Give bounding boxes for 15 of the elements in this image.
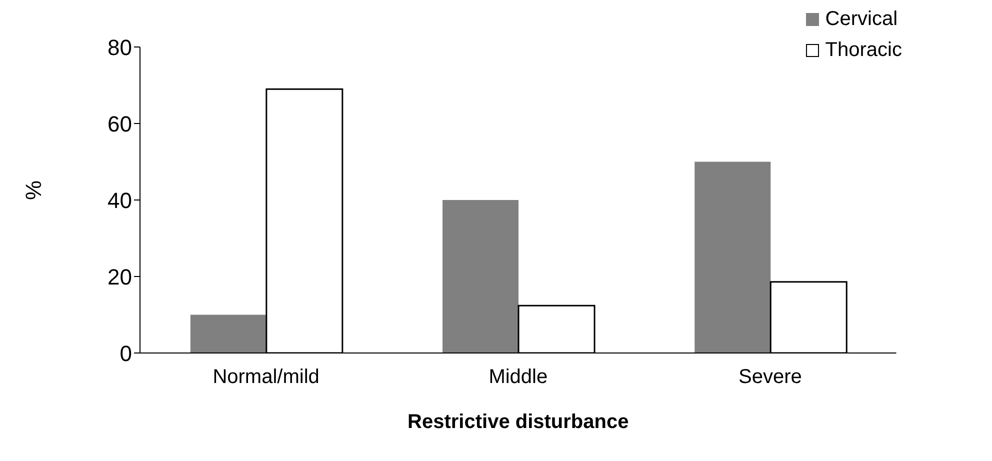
y-tick-label: 20 xyxy=(108,264,132,290)
y-tick-label: 40 xyxy=(108,188,132,213)
bar xyxy=(190,314,266,353)
bar xyxy=(694,162,771,353)
legend-label: Thoracic xyxy=(825,39,902,62)
legend-label: Cervical xyxy=(825,8,898,31)
y-tick-label: 60 xyxy=(108,111,132,136)
y-tick-label: 0 xyxy=(120,340,132,366)
y-axis-title: % xyxy=(20,180,46,200)
x-tick-label: Severe xyxy=(738,366,802,388)
x-tick-label: Normal/mild xyxy=(212,366,320,388)
x-tick-label: Middle xyxy=(488,366,548,388)
x-axis-title: Restrictive disturbance xyxy=(408,411,629,433)
y-tick-label: 80 xyxy=(108,34,132,60)
bar xyxy=(442,200,519,353)
